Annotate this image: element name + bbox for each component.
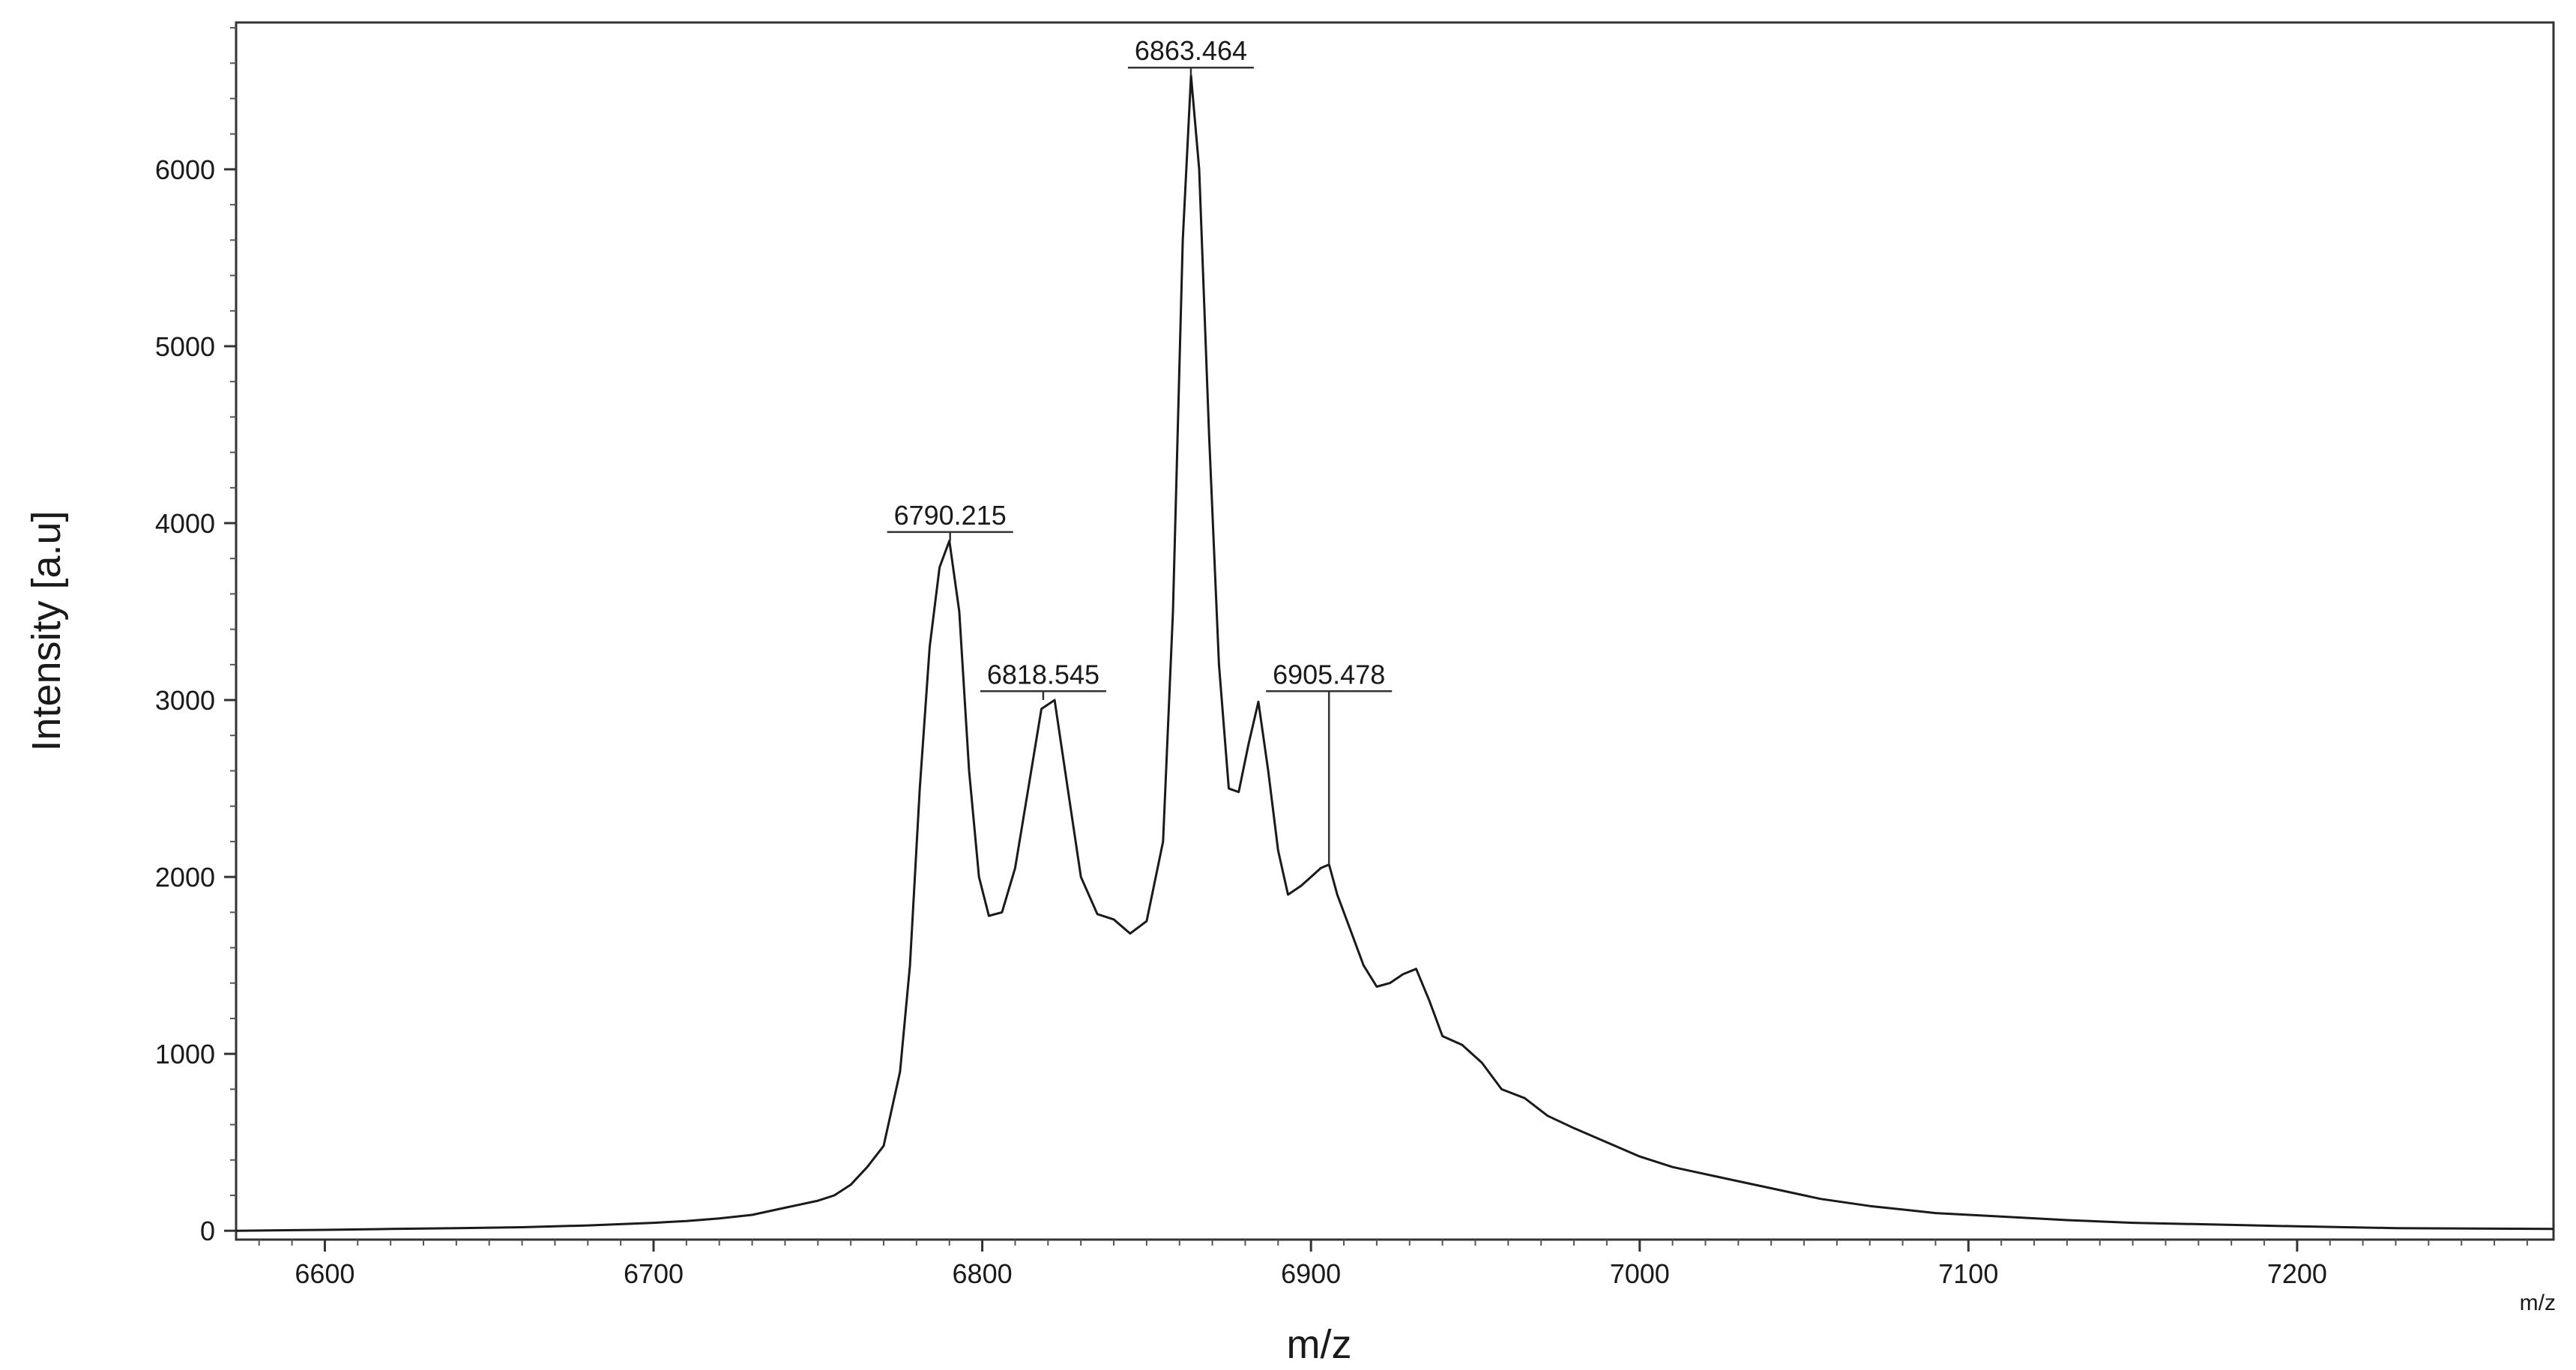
- y-axis-ticks: 0 1000 2000 3000 4000 5000 6000: [155, 154, 236, 1246]
- plot-frame: [235, 21, 2555, 1241]
- x-tick-label: 7000: [1610, 1258, 1670, 1289]
- y-tick-label: 3000: [155, 685, 215, 716]
- x-axis-title: m/z: [1287, 1322, 1352, 1367]
- x-tick-label: 6900: [1281, 1258, 1341, 1289]
- minor-ticks: [230, 27, 2528, 1246]
- peak-label: 6905.478: [1273, 659, 1385, 689]
- x-tick-label: 6800: [953, 1258, 1013, 1289]
- x-tick-label: 6700: [624, 1258, 684, 1289]
- spectrum-line: [235, 74, 2554, 1232]
- x-tick-label: 7200: [2267, 1258, 2327, 1289]
- peak-label: 6818.545: [987, 659, 1100, 689]
- x-tick-label: 6600: [295, 1258, 355, 1289]
- y-tick-label: 4000: [155, 508, 215, 539]
- peak-label: 6790.215: [894, 500, 1007, 531]
- y-tick-label: 1000: [155, 1039, 215, 1069]
- x-unit-label: m/z: [2520, 1291, 2556, 1315]
- peak-label: 6863.464: [1135, 35, 1247, 66]
- y-axis-title: Intensity [a.u]: [24, 510, 69, 751]
- y-tick-label: 0: [200, 1216, 215, 1246]
- y-tick-label: 6000: [155, 154, 215, 185]
- peak-annotations: 6790.215 6818.545 6863.464 6905.478: [887, 35, 1393, 865]
- y-tick-label: 5000: [155, 331, 215, 362]
- y-tick-label: 2000: [155, 862, 215, 893]
- x-tick-label: 7100: [1938, 1258, 1998, 1289]
- x-axis-ticks: 6600 6700 6800 6900 7000 7100 7200: [295, 1240, 2327, 1289]
